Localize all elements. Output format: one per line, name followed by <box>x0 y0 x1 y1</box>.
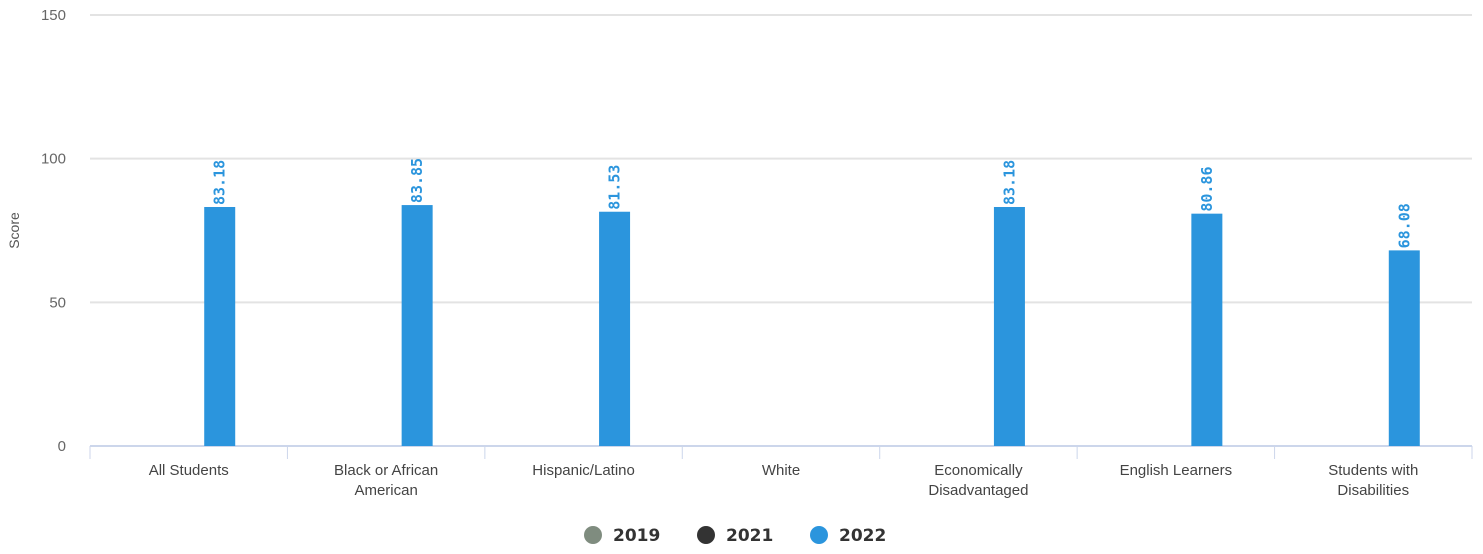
bar[interactable] <box>1388 250 1420 446</box>
x-tick-label: Hispanic/Latino <box>532 462 635 479</box>
data-label: 81.53 <box>606 165 624 210</box>
y-tick-label: 150 <box>41 7 66 24</box>
legend-marker <box>810 526 828 544</box>
bar[interactable] <box>1191 213 1223 446</box>
gridlines <box>90 14 1472 304</box>
legend[interactable]: 2019 2021 2022 <box>584 526 886 546</box>
legend-marker <box>697 526 715 544</box>
legend-item[interactable]: 2019 <box>584 526 660 546</box>
legend-label: 2019 <box>613 526 660 546</box>
legend-label: 2021 <box>726 526 773 546</box>
x-tick-label: All Students <box>149 462 229 479</box>
x-tick-label: Economically Disadvantaged <box>928 462 1028 499</box>
x-axis: All Students Black or African American Hisp… <box>89 445 1473 499</box>
legend-marker <box>584 526 602 544</box>
y-axis-title: Score <box>6 212 22 249</box>
y-axis-ticks: 0 50 100 150 <box>41 7 66 455</box>
y-tick-label: 50 <box>49 294 66 311</box>
legend-item[interactable]: 2022 <box>810 526 886 546</box>
legend-label: 2022 <box>839 526 886 546</box>
bars <box>204 205 1420 446</box>
legend-item[interactable]: 2021 <box>697 526 773 546</box>
bar[interactable] <box>401 205 433 446</box>
x-tick-label: Students with Disabilities <box>1328 462 1418 499</box>
bar[interactable] <box>204 206 236 446</box>
x-tick-label: English Learners <box>1120 462 1233 479</box>
data-label: 83.85 <box>408 158 426 203</box>
y-tick-label: 100 <box>41 151 66 168</box>
data-label: 80.86 <box>1198 167 1216 212</box>
data-label: 83.18 <box>211 160 229 205</box>
data-label: 83.18 <box>1000 160 1018 205</box>
x-tick-label: Black or African American <box>334 462 438 499</box>
data-labels: 83.18 83.85 81.53 83.18 80.86 68.08 <box>211 158 1414 248</box>
x-tick-label: White <box>762 462 800 479</box>
bar[interactable] <box>599 211 631 446</box>
y-tick-label: 0 <box>58 438 66 455</box>
bar[interactable] <box>993 206 1025 446</box>
data-label: 68.08 <box>1395 203 1413 248</box>
